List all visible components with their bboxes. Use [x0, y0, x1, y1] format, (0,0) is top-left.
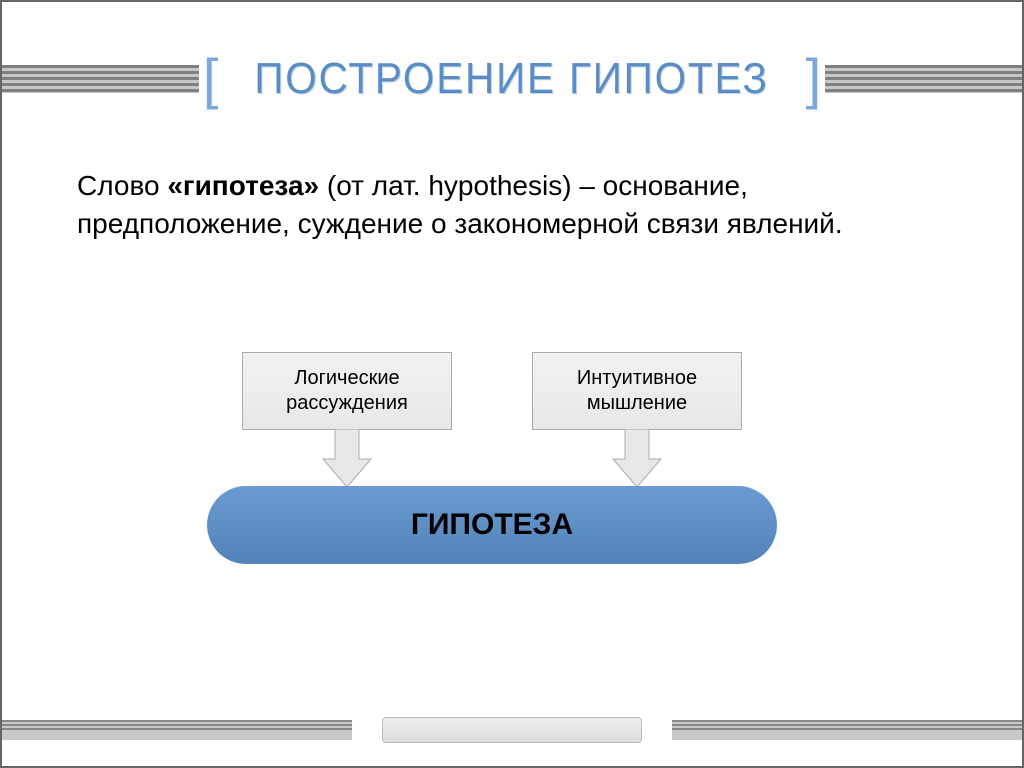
hypothesis-oval: ГИПОТЕЗА [207, 486, 777, 564]
slide-title: ПОСТРОЕНИЕ ГИПОТЕЗ [246, 54, 779, 104]
oval-label: ГИПОТЕЗА [411, 508, 573, 542]
title-bracket-right: ] [802, 59, 826, 98]
title-bracket-left: [ [199, 59, 223, 98]
box-right-label: Интуитивное мышление [533, 366, 741, 416]
arrow-down-left [317, 429, 377, 489]
footer-lines-left [2, 720, 352, 740]
band-lines-left [2, 65, 199, 93]
footer-badge [382, 717, 642, 743]
band-lines-right [825, 65, 1022, 93]
box-left-label: Логические рассуждения [243, 366, 451, 416]
footer-band [2, 714, 1022, 746]
arrow-down-right [607, 429, 667, 489]
footer-lines-right [672, 720, 1022, 740]
hypothesis-diagram: Логические рассуждения Интуитивное мышле… [2, 352, 1022, 612]
definition-paragraph: Слово «гипотеза» (от лат. hypothesis) – … [77, 167, 942, 243]
header-band: [ ПОСТРОЕНИЕ ГИПОТЕЗ ] [2, 52, 1022, 106]
para-lead: Слово [77, 170, 167, 201]
box-logical-reasoning: Логические рассуждения [242, 352, 452, 430]
para-bold-term: «гипотеза» [167, 170, 319, 201]
box-intuitive-thinking: Интуитивное мышление [532, 352, 742, 430]
slide-frame: [ ПОСТРОЕНИЕ ГИПОТЕЗ ] Слово «гипотеза» … [0, 0, 1024, 768]
